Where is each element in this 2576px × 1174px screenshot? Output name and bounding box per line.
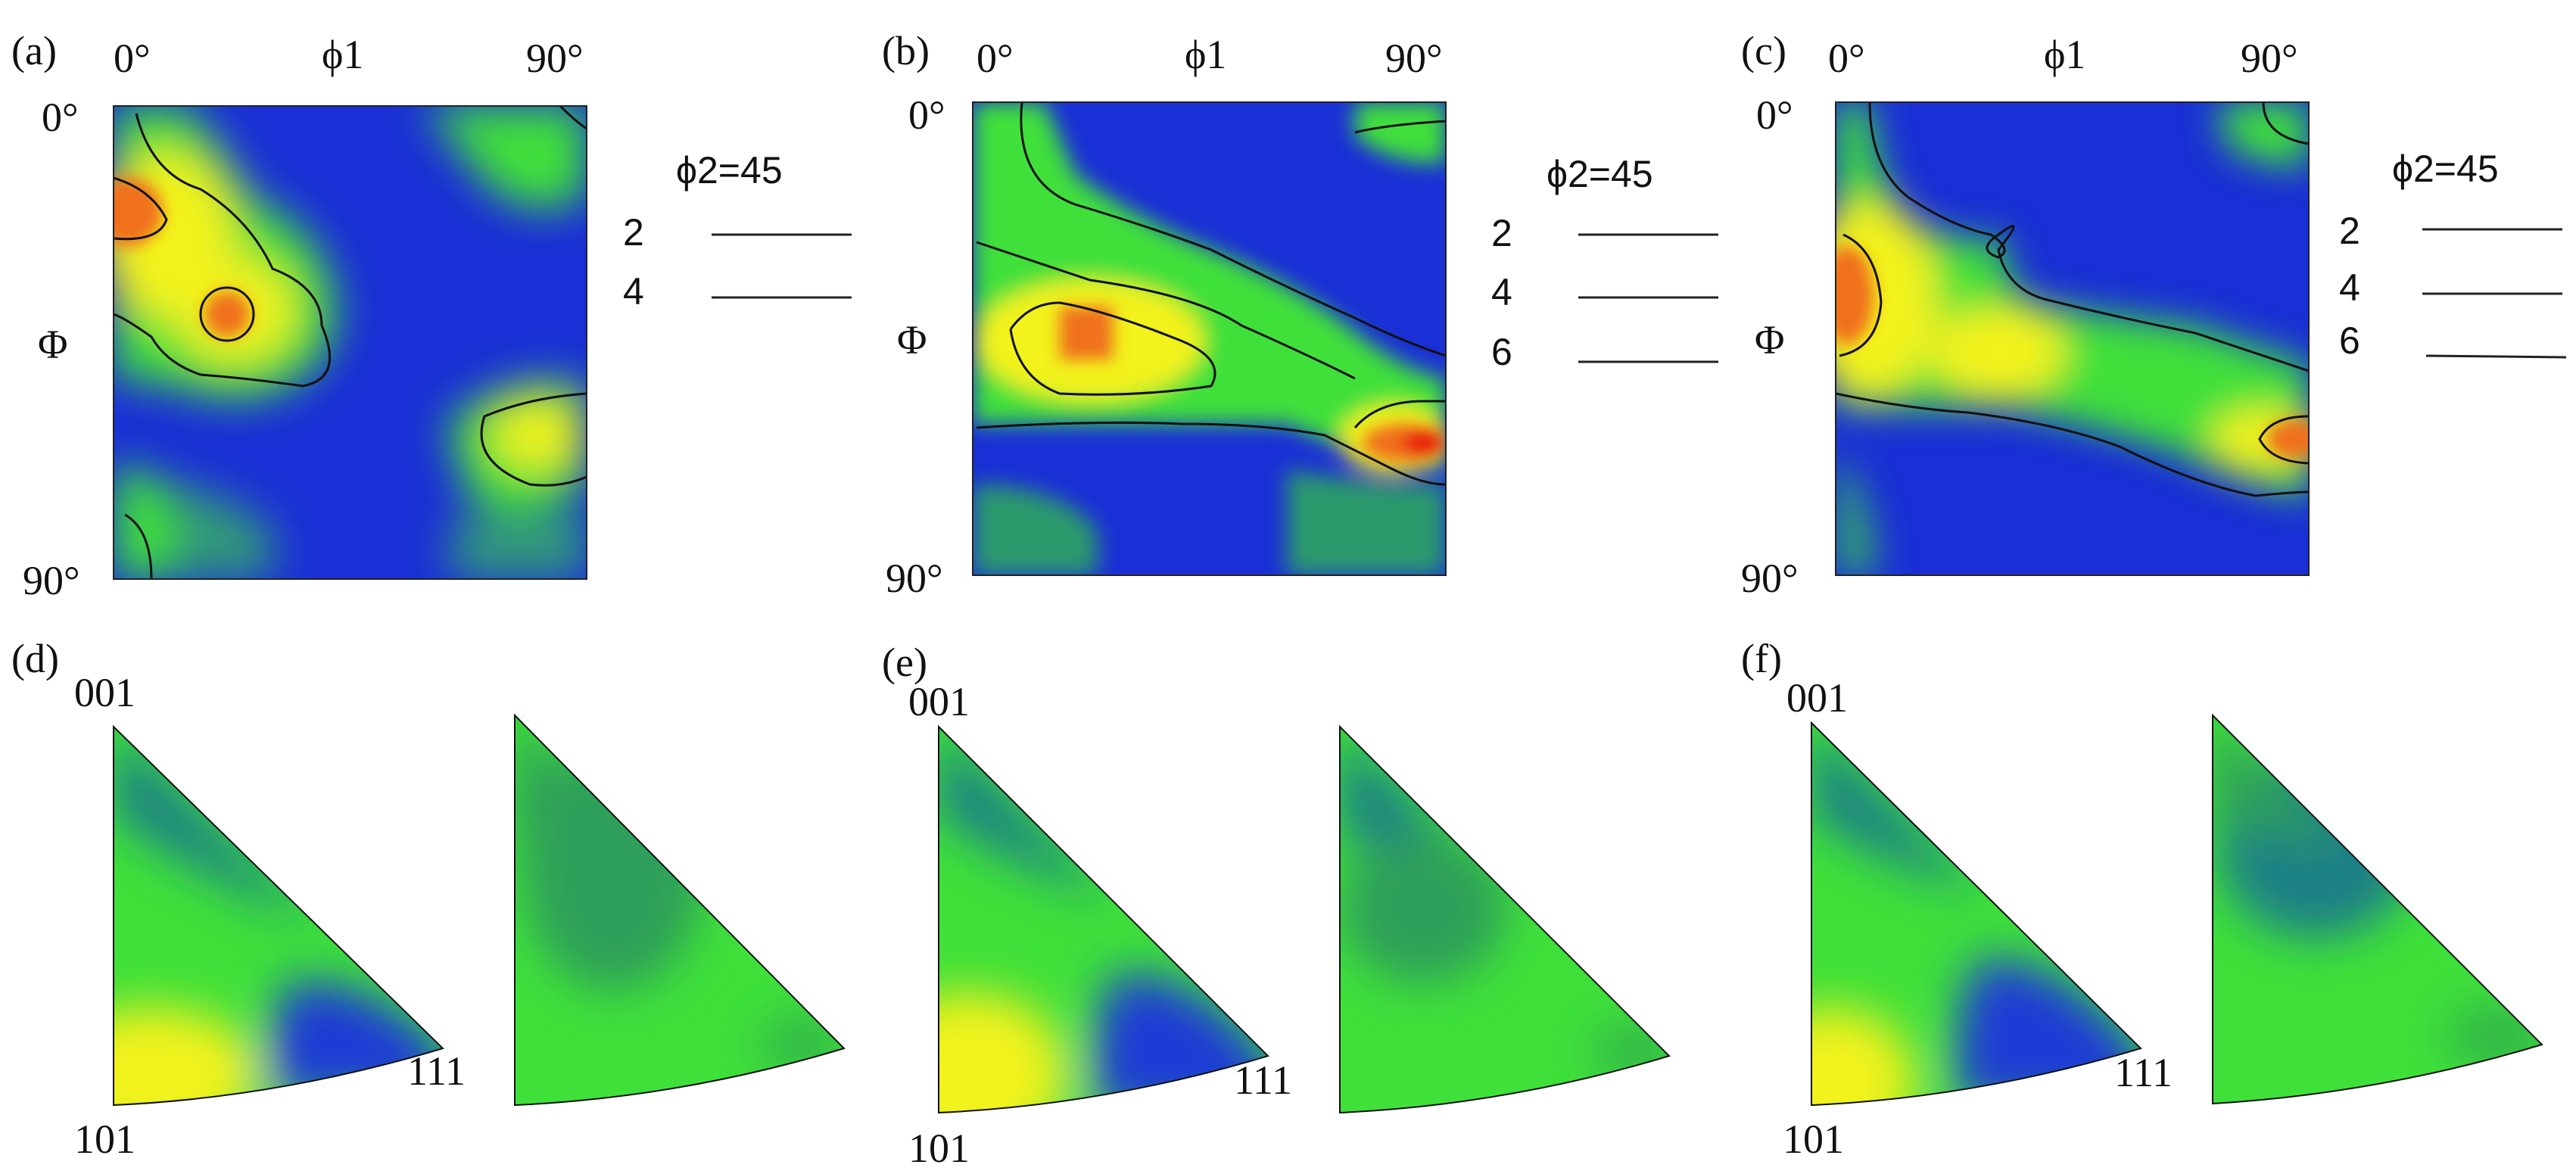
x-axis-end-label: 90° <box>2241 36 2298 81</box>
ipf-outline <box>514 713 846 1107</box>
ipf-outline <box>938 724 1269 1114</box>
odf-panel-b: (b) 0° ϕ1 90° 0° Φ 90° ϕ2=45 2 4 6 <box>0 0 1653 606</box>
ipf-corner-001: 001 <box>74 670 135 715</box>
legend-level: 4 <box>623 270 644 313</box>
x-axis-name: ϕ1 <box>322 32 364 77</box>
ipf-corner-101: 101 <box>1783 1116 1844 1162</box>
panel-label: (b) <box>882 28 930 73</box>
legend-level: 6 <box>1491 331 1512 373</box>
ipf-outline <box>1339 724 1671 1114</box>
legend-title: ϕ2=45 <box>1547 153 1653 195</box>
legend-level: 4 <box>2339 266 2360 309</box>
x-axis-name: ϕ1 <box>2044 32 2086 77</box>
x-axis-start-label: 0° <box>1828 36 1865 81</box>
y-axis-end-label: 90° <box>886 556 943 601</box>
ipf-outline <box>113 724 444 1107</box>
panel-label: (a) <box>11 28 57 73</box>
x-axis-end-label: 90° <box>526 36 584 81</box>
odf-frame-a <box>113 105 587 580</box>
legend-level: 2 <box>623 211 644 254</box>
odf-panel-c: (c) 0° ϕ1 90° 0° Φ 90° ϕ2=45 2 4 6 <box>0 0 2499 606</box>
y-axis-start-label: 0° <box>1756 92 1793 138</box>
legend-level: 4 <box>1491 271 1512 313</box>
ipf-triangle-e-1 <box>939 727 1268 1113</box>
x-axis-start-label: 0° <box>977 36 1014 81</box>
legend-title: ϕ2=45 <box>676 149 783 192</box>
ipf-corner-101: 101 <box>908 1126 970 1171</box>
y-axis-name: Φ <box>897 317 927 363</box>
legend-level: 6 <box>2339 319 2360 362</box>
y-axis-end-label: 90° <box>1741 556 1799 601</box>
ipf-triangle-e-2 <box>1340 727 1669 1113</box>
odf-frame-c <box>1835 101 2310 576</box>
odf-frame-b <box>972 101 1447 576</box>
x-axis-start-label: 0° <box>114 36 151 81</box>
legend-title: ϕ2=45 <box>2392 148 2499 190</box>
odf-map-c <box>1836 102 2309 575</box>
y-axis-end-label: 90° <box>23 558 80 603</box>
odf-panel-a: (a) 0° ϕ1 90° 0° Φ 90° ϕ2=45 2 4 <box>0 0 871 606</box>
y-axis-name: Φ <box>38 322 68 367</box>
odf-map-a <box>114 106 587 579</box>
ipf-triangle-d-1 <box>114 727 443 1105</box>
legend-level: 2 <box>1491 212 1512 254</box>
y-axis-name: Φ <box>1755 317 1785 363</box>
panel-label: (d) <box>11 636 59 681</box>
legend-level: 2 <box>2339 210 2360 252</box>
ipf-triangle-d-2 <box>515 715 844 1105</box>
x-axis-end-label: 90° <box>1385 36 1443 81</box>
ipf-corner-001: 001 <box>1786 675 1848 721</box>
y-axis-start-label: 0° <box>42 95 79 140</box>
ipf-corner-101: 101 <box>74 1116 135 1162</box>
ipf-corner-111: 111 <box>1234 1057 1292 1103</box>
panel-label: (c) <box>1741 28 1786 73</box>
ipf-outline <box>2212 713 2543 1105</box>
odf-map-b <box>973 102 1446 575</box>
ipf-corner-111: 111 <box>2114 1050 2173 1095</box>
ipf-triangle-f-2 <box>2213 715 2542 1104</box>
ipf-outline <box>1811 721 2142 1107</box>
panel-label: (f) <box>1741 636 1782 681</box>
ipf-corner-001: 001 <box>908 679 970 724</box>
y-axis-start-label: 0° <box>908 92 945 138</box>
legend-lines-b <box>1578 233 1718 363</box>
panel-label: (e) <box>882 640 927 685</box>
legend-lines-a <box>712 233 852 299</box>
legend-lines-c <box>2422 228 2567 359</box>
ipf-corner-111: 111 <box>407 1048 466 1094</box>
x-axis-name: ϕ1 <box>1185 32 1227 77</box>
